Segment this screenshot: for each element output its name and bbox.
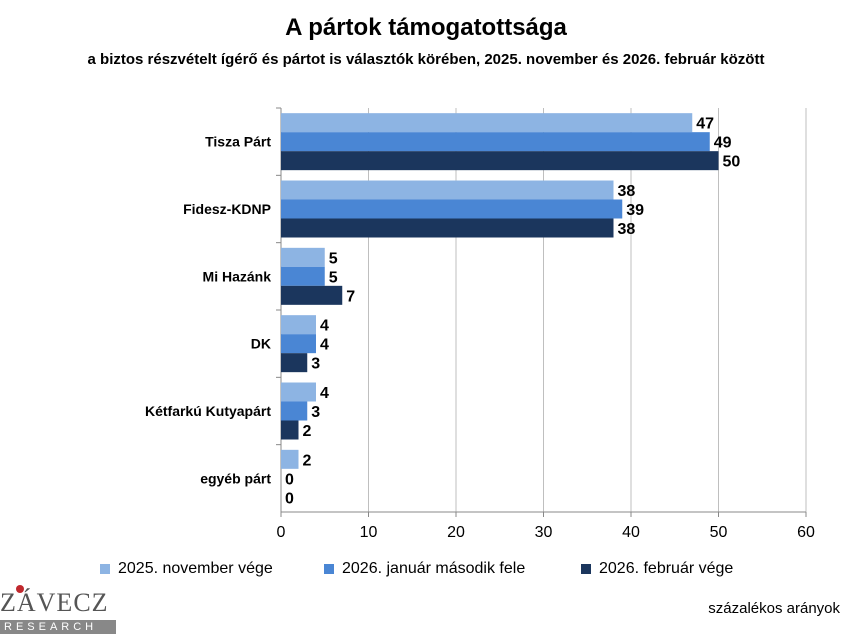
bar <box>281 334 316 354</box>
chart-subtitle: a biztos részvételt ígérő és pártot is v… <box>87 51 765 68</box>
legend-label-nov-2025: 2025. november vége <box>118 560 273 577</box>
data-label: 2 <box>303 423 312 440</box>
logo-dot <box>16 585 24 593</box>
legend-label-jan-2026: 2026. január második fele <box>342 560 526 577</box>
legend-swatch-feb-2026 <box>581 564 591 574</box>
data-label: 38 <box>618 221 636 238</box>
legend-swatch-nov-2025 <box>100 564 110 574</box>
bar <box>281 132 710 152</box>
bar <box>281 151 719 171</box>
data-label: 39 <box>626 202 644 219</box>
chart-title: A pártok támogatottsága <box>285 14 567 41</box>
x-tick-label: 60 <box>797 524 815 541</box>
chart-legend: 2025. november vége 2026. január második… <box>0 560 852 584</box>
category-label: Tisza Párt <box>205 134 271 150</box>
legend-swatch-jan-2026 <box>324 564 334 574</box>
data-label: 2 <box>303 452 312 469</box>
bar <box>281 382 316 402</box>
x-tick-label: 40 <box>622 524 640 541</box>
data-label: 4 <box>320 318 329 335</box>
data-label: 5 <box>329 250 338 267</box>
data-label: 7 <box>346 288 355 305</box>
footnote: százalékos arányok <box>708 600 840 617</box>
bar <box>281 353 308 373</box>
bar <box>281 247 325 267</box>
bar <box>281 199 623 219</box>
x-tick-label: 50 <box>710 524 728 541</box>
bar <box>281 218 614 238</box>
zavecz-logo: ZÁVECZ RESEARCH <box>0 585 120 636</box>
logo-sub: RESEARCH <box>0 620 116 634</box>
legend-item-nov-2025: 2025. november vége <box>100 560 273 578</box>
bar <box>281 285 343 305</box>
x-tick-label: 30 <box>535 524 553 541</box>
logo-name: ZÁVECZ <box>0 588 109 617</box>
bar <box>281 401 308 421</box>
legend-label-feb-2026: 2026. február vége <box>599 560 734 577</box>
x-tick-label: 0 <box>277 524 286 541</box>
data-label: 38 <box>618 183 636 200</box>
bar <box>281 180 614 200</box>
data-label: 0 <box>285 471 294 488</box>
data-label: 49 <box>714 135 732 152</box>
bar <box>281 266 325 286</box>
legend-item-jan-2026: 2026. január második fele <box>324 560 525 578</box>
data-label: 50 <box>723 154 741 171</box>
bar <box>281 113 693 133</box>
bar <box>281 315 316 335</box>
category-label: Mi Hazánk <box>203 268 272 284</box>
data-label: 4 <box>320 385 329 402</box>
data-label: 4 <box>320 337 329 354</box>
category-label: egyéb párt <box>200 470 271 486</box>
data-label: 3 <box>311 356 320 373</box>
category-label: Fidesz-KDNP <box>183 201 271 217</box>
x-tick-label: 20 <box>447 524 465 541</box>
data-label: 47 <box>696 116 714 133</box>
category-label: Kétfarkú Kutyapárt <box>145 403 271 419</box>
bar <box>281 449 299 469</box>
category-label: DK <box>251 336 271 352</box>
legend-item-feb-2026: 2026. február vége <box>581 560 733 578</box>
data-label: 5 <box>329 269 338 286</box>
bar <box>281 420 299 440</box>
data-label: 3 <box>311 404 320 421</box>
data-label: 0 <box>285 490 294 507</box>
x-tick-label: 10 <box>360 524 378 541</box>
